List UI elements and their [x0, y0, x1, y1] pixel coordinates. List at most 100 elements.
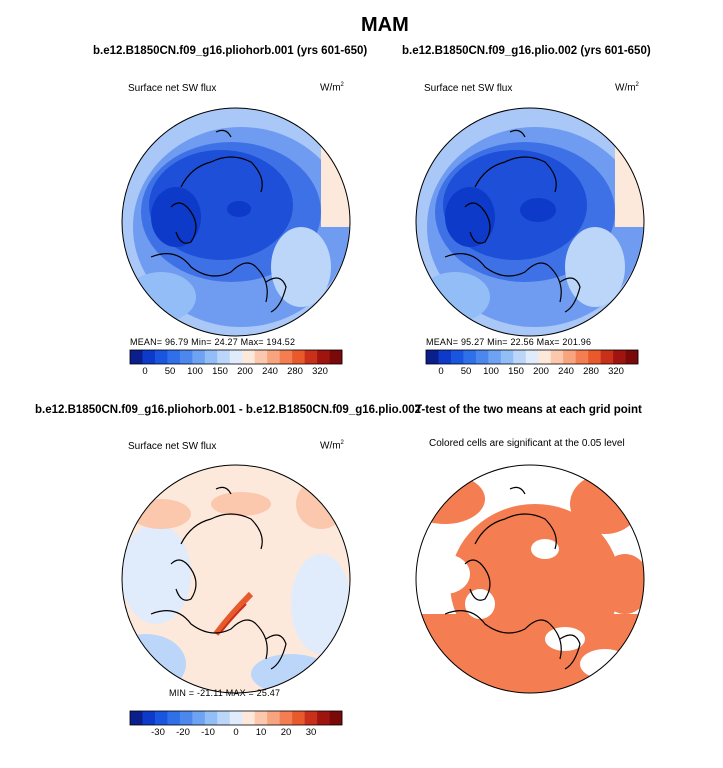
colorbar-swatch [192, 350, 206, 364]
colorbar-tick: 240 [558, 366, 574, 377]
colorbar-swatch [154, 711, 168, 725]
colorbar-tick: 50 [164, 366, 176, 377]
colorbar-swatch [130, 711, 143, 725]
panel-1-variable: Surface net SW flux [128, 83, 217, 94]
colorbar-swatch [179, 711, 193, 725]
colorbar-swatch [229, 350, 243, 364]
colorbar-swatch [329, 350, 343, 364]
colorbar-tick: 320 [312, 366, 328, 377]
colorbar-swatch [142, 350, 156, 364]
colorbar-swatch [450, 350, 464, 364]
colorbar-tick: 280 [583, 366, 599, 377]
colorbar-swatch [304, 711, 318, 725]
panel-1-map [121, 107, 351, 337]
colorbar-swatch [142, 711, 156, 725]
colorbar-swatch [254, 711, 268, 725]
colorbar-border [425, 349, 639, 365]
panel-1-title: b.e12.B1850CN.f09_g16.pliohorb.001 (yrs … [93, 45, 368, 57]
colorbar-swatch [475, 350, 489, 364]
panel-2-title: b.e12.B1850CN.f09_g16.plio.002 (yrs 601-… [402, 45, 651, 57]
colorbar-swatch [438, 350, 452, 364]
panel-2-map [415, 107, 645, 337]
panel-1-colorbar [129, 349, 343, 365]
colorbar-swatch [179, 350, 193, 364]
colorbar-swatch [154, 350, 168, 364]
panel-3-colorbar [129, 710, 343, 726]
panel-3-units: W/m2 [320, 440, 344, 452]
colorbar-swatch [426, 350, 439, 364]
panel-2-colorbar [425, 349, 639, 365]
colorbar-tick: 100 [187, 366, 203, 377]
colorbar-swatch [167, 711, 181, 725]
colorbar-swatch [329, 711, 343, 725]
colorbar-tick: 150 [212, 366, 228, 377]
colorbar-tick: -30 [151, 727, 165, 738]
colorbar-swatch [204, 350, 218, 364]
colorbar-swatch [538, 350, 552, 364]
colorbar-swatch [463, 350, 477, 364]
colorbar-swatch [525, 350, 539, 364]
panel-1-units: W/m2 [320, 82, 344, 94]
colorbar-tick: 10 [255, 727, 267, 738]
colorbar-tick: 320 [608, 366, 624, 377]
colorbar-swatch [217, 350, 231, 364]
colorbar-tick: 200 [237, 366, 253, 377]
colorbar-swatch [267, 350, 280, 364]
colorbar-swatch [563, 350, 576, 364]
panel-1-stats: MEAN= 96.79 Min= 24.27 Max= 194.52 [130, 337, 296, 347]
panel-3-variable: Surface net SW flux [128, 441, 217, 452]
colorbar-tick: 30 [305, 727, 317, 738]
panel-3-colorbar-ticks: -30 -20 -10 0 10 20 30 [130, 727, 342, 741]
colorbar-swatch [613, 350, 626, 364]
colorbar-swatch [167, 350, 181, 364]
panel-3-map [121, 464, 351, 694]
colorbar-tick: 100 [483, 366, 499, 377]
figure-title: MAM [361, 14, 409, 36]
colorbar-tick: 150 [508, 366, 524, 377]
colorbar-tick: 0 [438, 366, 444, 377]
panel-4-subtitle: Colored cells are significant at the 0.0… [429, 438, 625, 449]
panel-3-title: b.e12.B1850CN.f09_g16.pliohorb.001 - b.e… [35, 404, 422, 416]
colorbar-swatch [192, 711, 206, 725]
colorbar-swatch [550, 350, 564, 364]
colorbar-swatch [267, 711, 280, 725]
colorbar-swatch [600, 350, 614, 364]
panel-2-stats: MEAN= 95.27 Min= 22.56 Max= 201.96 [426, 337, 592, 347]
colorbar-border [129, 349, 343, 365]
colorbar-swatch [229, 711, 243, 725]
colorbar-swatch [130, 350, 143, 364]
panel-4-map [415, 464, 645, 694]
panel-2-variable: Surface net SW flux [424, 83, 513, 94]
colorbar-tick: 20 [280, 727, 292, 738]
colorbar-tick: 240 [262, 366, 278, 377]
panel-3-stats: MIN = -21.11 MAX = 25.47 [169, 688, 281, 698]
colorbar-border [129, 710, 343, 726]
colorbar-swatch [279, 711, 293, 725]
colorbar-swatch [204, 711, 218, 725]
colorbar-swatch [317, 350, 330, 364]
colorbar-swatch [500, 350, 514, 364]
colorbar-swatch [254, 350, 268, 364]
panel-4-title: T-test of the two means at each grid poi… [415, 404, 642, 416]
panel-1-colorbar-ticks: 0 50 100 150 200 240 280 320 [130, 366, 342, 380]
colorbar-swatch [488, 350, 502, 364]
colorbar-tick: -20 [176, 727, 190, 738]
colorbar-tick: 0 [142, 366, 148, 377]
colorbar-tick: 50 [460, 366, 472, 377]
colorbar-tick: -10 [201, 727, 215, 738]
panel-2-units: W/m2 [615, 82, 639, 94]
colorbar-swatch [217, 711, 231, 725]
colorbar-tick: 280 [287, 366, 303, 377]
colorbar-swatch [575, 350, 589, 364]
colorbar-swatch [292, 711, 305, 725]
colorbar-swatch [304, 350, 318, 364]
colorbar-tick: 200 [533, 366, 549, 377]
panel-2-colorbar-ticks: 0 50 100 150 200 240 280 320 [426, 366, 638, 380]
colorbar-swatch [317, 711, 330, 725]
colorbar-swatch [279, 350, 293, 364]
colorbar-swatch [292, 350, 305, 364]
colorbar-swatch [588, 350, 601, 364]
colorbar-swatch [513, 350, 527, 364]
colorbar-swatch [242, 350, 256, 364]
colorbar-tick: 0 [233, 727, 239, 738]
